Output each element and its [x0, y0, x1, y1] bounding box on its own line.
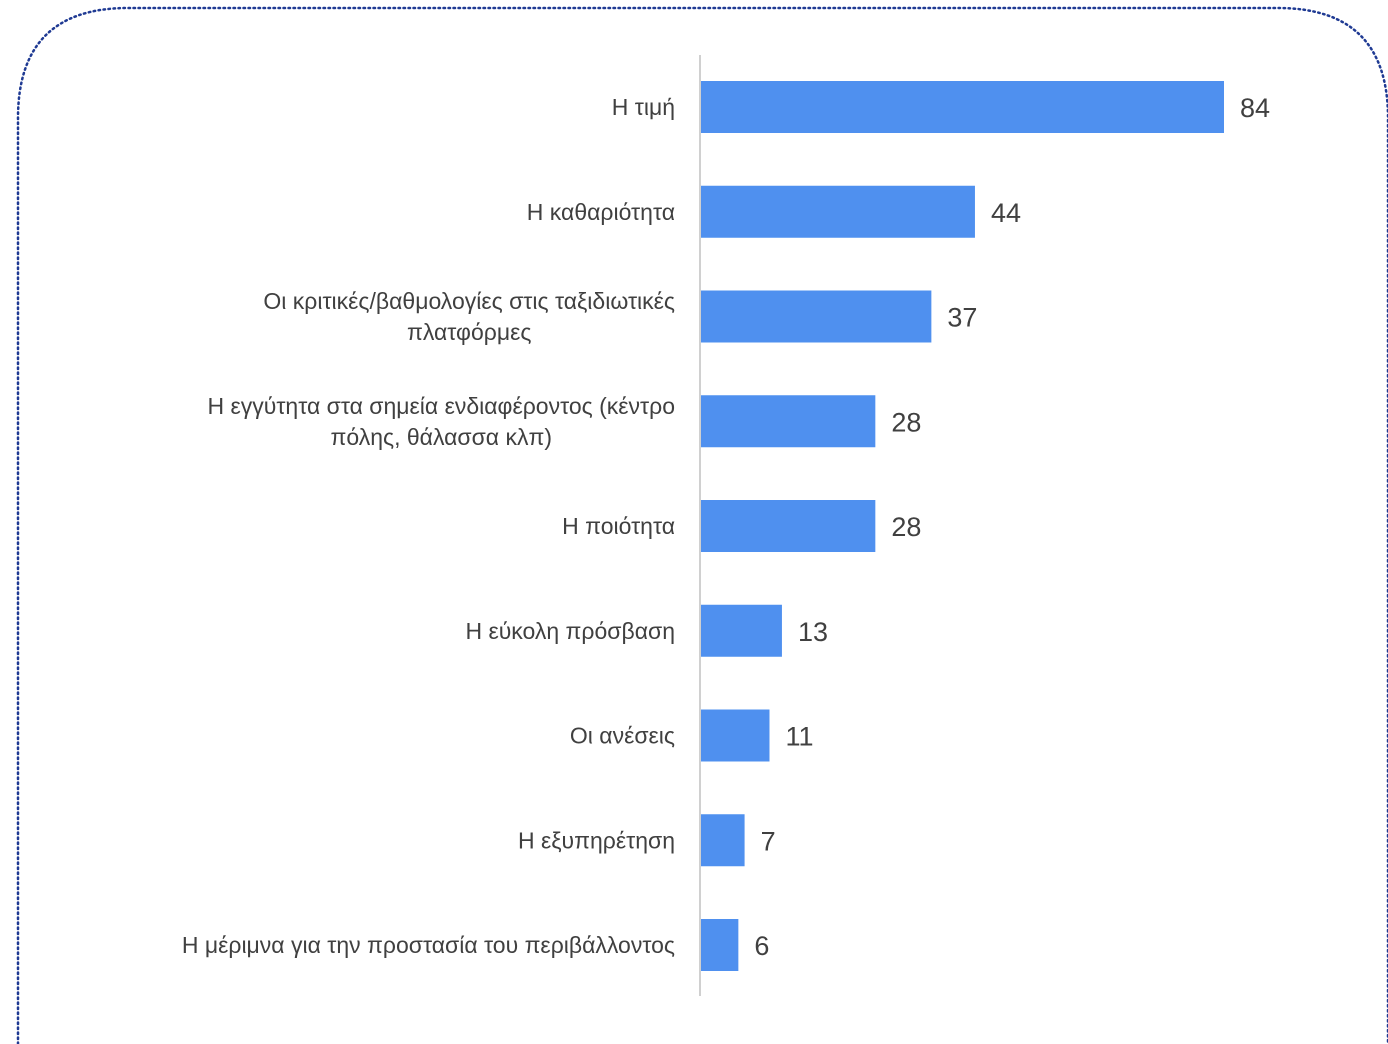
- bar: [701, 919, 739, 971]
- category-label: Η τιμή: [612, 94, 675, 120]
- value-label: 44: [991, 198, 1021, 228]
- category-label: Οι κριτικές/βαθμολογίες στις ταξιδιωτικέ…: [263, 288, 675, 345]
- dotted-rounded-frame: [16, 6, 1388, 1044]
- category-label-line: Η τιμή: [612, 94, 675, 120]
- category-label-line: Η μέριμνα για την προστασία του περιβάλλ…: [182, 932, 675, 958]
- bar: [701, 290, 932, 343]
- category-label: Η εξυπηρέτηση: [518, 827, 675, 853]
- category-label-line: Η εγγύτητα στα σημεία ενδιαφέροντος (κέν…: [208, 393, 676, 419]
- value-label: 11: [785, 722, 813, 752]
- category-label: Η εγγύτητα στα σημεία ενδιαφέροντος (κέν…: [208, 393, 676, 450]
- category-label: Οι ανέσεις: [570, 723, 675, 749]
- bar: [701, 709, 770, 762]
- bar: [701, 395, 876, 448]
- category-label: Η καθαριότητα: [527, 199, 675, 225]
- category-label-line: Η εξυπηρέτηση: [518, 827, 675, 853]
- bar: [701, 185, 975, 238]
- bar: [701, 81, 1224, 133]
- category-label-line: Η καθαριότητα: [527, 199, 675, 225]
- category-label-line: Οι κριτικές/βαθμολογίες στις ταξιδιωτικέ…: [263, 288, 675, 314]
- category-label-line: πόλης, θάλασσα κλπ): [330, 424, 552, 450]
- category-label-line: πλατφόρμες: [407, 319, 531, 345]
- value-label: 13: [798, 617, 828, 647]
- value-label: 7: [761, 826, 776, 856]
- value-labels-group: 84 44 37 28 28 13 11 7 6: [754, 93, 1270, 961]
- category-label-line: Η εύκολη πρόσβαση: [465, 618, 675, 644]
- value-label: 28: [891, 512, 921, 542]
- bar: [701, 500, 876, 552]
- bar: [701, 604, 782, 657]
- category-label: Η μέριμνα για την προστασία του περιβάλλ…: [182, 932, 675, 958]
- category-label-line: Οι ανέσεις: [570, 723, 675, 749]
- value-label: 6: [754, 931, 769, 961]
- category-label: Η ποιότητα: [562, 513, 675, 539]
- bars-group: [701, 81, 1224, 971]
- value-label: 28: [891, 407, 921, 437]
- category-label: Η εύκολη πρόσβαση: [465, 618, 675, 644]
- value-label: 84: [1240, 93, 1270, 123]
- category-label-line: Η ποιότητα: [562, 513, 675, 539]
- category-labels-group: Η τιμή Η καθαριότητα Οι κριτικές/βαθμολογί…: [182, 94, 675, 958]
- value-label: 37: [947, 303, 977, 333]
- bar: [701, 814, 745, 867]
